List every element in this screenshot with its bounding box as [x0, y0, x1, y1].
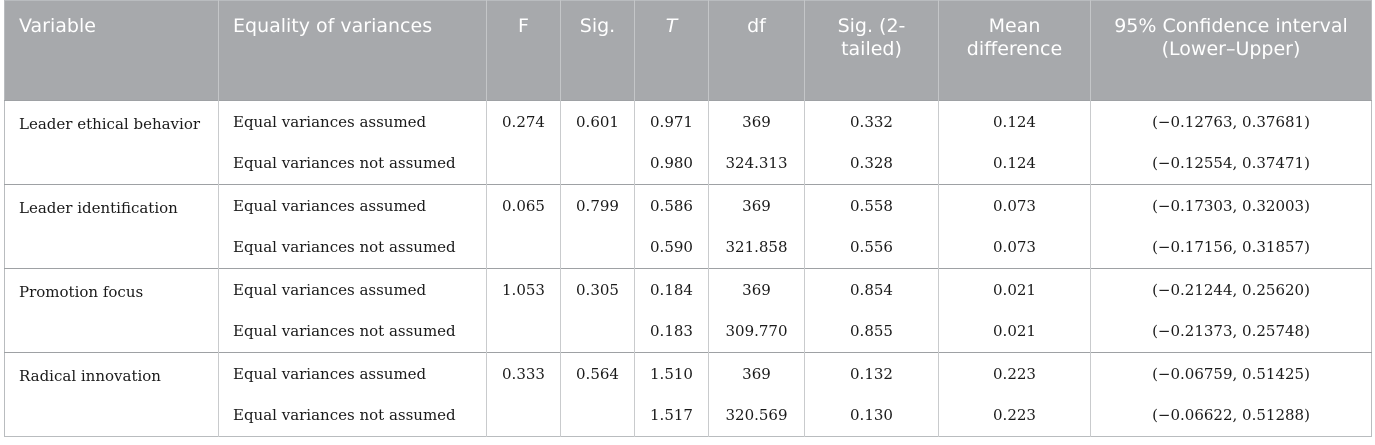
df-cell: 321.858 [708, 226, 805, 269]
mean-difference-cell: 0.124 [938, 142, 1091, 185]
df-cell: 369 [708, 100, 805, 143]
variable-cell: Radical innovation [4, 352, 219, 437]
df-cell: 369 [708, 268, 805, 311]
confidence-interval-cell: (−0.12554, 0.37471) [1090, 142, 1372, 185]
header-confidence-interval: 95% Confidence interval (Lower–Upper) [1090, 0, 1372, 101]
f-cell: 0.274 [486, 100, 561, 143]
t-cell: 1.517 [634, 394, 709, 437]
table-body: Leader ethical behavior Equal variances … [4, 100, 1372, 437]
variable-cell: Leader identification [4, 184, 219, 269]
t-cell: 0.590 [634, 226, 709, 269]
header-df: df [708, 0, 805, 101]
confidence-interval-cell: (−0.12763, 0.37681) [1090, 100, 1372, 143]
table-row: Equal variances not assumed 1.517 320.56… [5, 394, 1372, 437]
results-table: Variable Equality of variances F Sig. T … [4, 0, 1372, 437]
table-row: Leader identification Equal variances as… [4, 184, 1372, 269]
mean-difference-cell: 0.223 [938, 352, 1091, 395]
mean-difference-cell: 0.021 [938, 310, 1091, 353]
df-cell: 369 [708, 352, 805, 395]
sig2-cell: 0.332 [804, 100, 939, 143]
confidence-interval-cell: (−0.21373, 0.25748) [1090, 310, 1372, 353]
confidence-interval-cell: (−0.17303, 0.32003) [1090, 184, 1372, 227]
header-sig: Sig. [560, 0, 635, 101]
t-cell: 0.184 [634, 268, 709, 311]
df-cell: 324.313 [708, 142, 805, 185]
confidence-interval-cell: (−0.06759, 0.51425) [1090, 352, 1372, 395]
f-cell: 0.333 [486, 352, 561, 395]
sig2-cell: 0.132 [804, 352, 939, 395]
sig2-cell: 0.130 [804, 394, 939, 437]
mean-difference-cell: 0.124 [938, 100, 1091, 143]
table-row: Equal variances not assumed 0.980 324.31… [5, 142, 1372, 185]
header-variable: Variable [4, 0, 219, 101]
variable-cell: Leader ethical behavior [4, 100, 219, 185]
sig2-cell: 0.556 [804, 226, 939, 269]
mean-difference-cell: 0.223 [938, 394, 1091, 437]
sig2-cell: 0.328 [804, 142, 939, 185]
table-row: Leader ethical behavior Equal variances … [4, 100, 1372, 185]
sig2-cell: 0.854 [804, 268, 939, 311]
variable-cell: Promotion focus [4, 268, 219, 353]
equality-cell: Equal variances assumed [218, 268, 487, 311]
mean-difference-cell: 0.021 [938, 268, 1091, 311]
df-cell: 369 [708, 184, 805, 227]
t-cell: 0.980 [634, 142, 709, 185]
equality-cell: Equal variances not assumed [218, 394, 487, 437]
f-cell: 0.065 [486, 184, 561, 227]
equality-cell: Equal variances assumed [218, 184, 487, 227]
sig-cell [560, 310, 635, 353]
header-t: T [634, 0, 709, 101]
sig-cell [560, 226, 635, 269]
header-sig-2-tailed: Sig. (2-tailed) [804, 0, 939, 101]
table-row: Radical innovation Equal variances assum… [4, 352, 1372, 437]
f-cell [486, 310, 561, 353]
f-cell [486, 142, 561, 185]
header-mean-difference: Mean difference [938, 0, 1091, 101]
confidence-interval-cell: (−0.06622, 0.51288) [1090, 394, 1372, 437]
sig-cell [560, 142, 635, 185]
t-cell: 1.510 [634, 352, 709, 395]
mean-difference-cell: 0.073 [938, 226, 1091, 269]
header-f: F [486, 0, 561, 101]
df-cell: 320.569 [708, 394, 805, 437]
f-cell [486, 226, 561, 269]
sig-cell: 0.305 [560, 268, 635, 311]
t-cell: 0.586 [634, 184, 709, 227]
sig-cell: 0.799 [560, 184, 635, 227]
t-cell: 0.183 [634, 310, 709, 353]
f-cell: 1.053 [486, 268, 561, 311]
df-cell: 309.770 [708, 310, 805, 353]
table-row: Promotion focus Equal variances assumed … [4, 268, 1372, 353]
confidence-interval-cell: (−0.17156, 0.31857) [1090, 226, 1372, 269]
t-cell: 0.971 [634, 100, 709, 143]
sig-cell [560, 394, 635, 437]
equality-cell: Equal variances not assumed [218, 310, 487, 353]
mean-difference-cell: 0.073 [938, 184, 1091, 227]
equality-cell: Equal variances not assumed [218, 142, 487, 185]
table-row: Equal variances not assumed 0.183 309.77… [5, 310, 1372, 353]
sig2-cell: 0.855 [804, 310, 939, 353]
equality-cell: Equal variances not assumed [218, 226, 487, 269]
equality-cell: Equal variances assumed [218, 352, 487, 395]
header-equality-of-variances: Equality of variances [218, 0, 487, 101]
sig-cell: 0.601 [560, 100, 635, 143]
header-row: Variable Equality of variances F Sig. T … [4, 0, 1372, 101]
sig-cell: 0.564 [560, 352, 635, 395]
sig2-cell: 0.558 [804, 184, 939, 227]
confidence-interval-cell: (−0.21244, 0.25620) [1090, 268, 1372, 311]
f-cell [486, 394, 561, 437]
table-row: Equal variances not assumed 0.590 321.85… [5, 226, 1372, 269]
equality-cell: Equal variances assumed [218, 100, 487, 143]
